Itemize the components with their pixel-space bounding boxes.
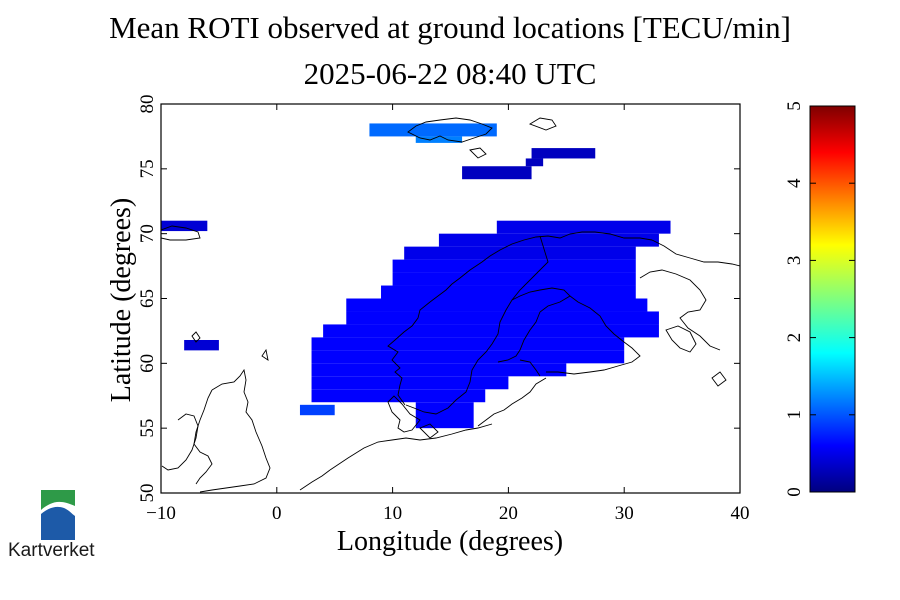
roti-cell-9: [404, 246, 636, 260]
x-axis-label: Longitude (degrees): [337, 526, 563, 557]
roti-cell-10: [392, 259, 636, 273]
roti-cell-6: [184, 339, 219, 351]
x-tick-label: −10: [146, 503, 176, 524]
logo-wordmark: Kartverket: [8, 540, 95, 561]
kartverket-logo-icon: [41, 490, 75, 540]
y-tick-label: 70: [137, 224, 158, 243]
roti-cell-8: [438, 233, 659, 247]
roti-cell-19: [311, 376, 509, 390]
x-axis: −10 0 10 20 30 40: [146, 104, 750, 524]
colorbar-ticks: 0 1 2 3 4 5: [784, 101, 855, 497]
roti-cell-14: [346, 311, 659, 325]
y-axis-label: Latitude (degrees): [106, 198, 137, 402]
roti-cell-21: [299, 404, 335, 416]
colorbar-tick-label: 1: [784, 410, 805, 420]
colorbar-tick-label: 4: [784, 178, 805, 188]
colorbar-tick-label: 2: [784, 333, 805, 343]
colorbar: [809, 105, 856, 493]
x-tick-label: 30: [615, 503, 634, 524]
plot-area: [161, 117, 740, 493]
y-tick-label: 80: [137, 95, 158, 114]
roti-cell-3: [525, 158, 544, 167]
colorbar-tick-label: 0: [784, 487, 805, 497]
y-axis: 50 55 60 65 70 75 80: [137, 95, 740, 503]
roti-cell-18: [311, 363, 567, 377]
x-tick-label: 0: [272, 503, 282, 524]
roti-cell-2: [531, 148, 596, 159]
y-tick-label: 60: [137, 354, 158, 373]
y-tick-label: 50: [137, 484, 158, 503]
y-tick-label: 55: [137, 419, 158, 438]
roti-cell-12: [381, 285, 636, 299]
roti-cell-7: [496, 220, 671, 234]
roti-cell-16: [311, 337, 625, 351]
coastlines: [161, 117, 740, 493]
x-tick-label: 10: [383, 503, 402, 524]
roti-cell-1: [415, 136, 463, 143]
roti-cell-22: [415, 402, 474, 429]
roti-cell-15: [323, 324, 659, 338]
map-title: Mean ROTI observed at ground locations […: [109, 10, 791, 45]
roti-grid-cells: [161, 123, 671, 429]
roti-cell-17: [311, 350, 625, 364]
colorbar-tick-label: 3: [784, 256, 805, 266]
map-subtitle: 2025-06-22 08:40 UTC: [303, 56, 597, 91]
roti-cell-13: [346, 298, 648, 312]
x-tick-label: 40: [731, 503, 750, 524]
roti-cell-4: [462, 166, 532, 180]
y-tick-label: 65: [137, 289, 158, 308]
colorbar-tick-label: 5: [784, 101, 805, 111]
roti-cell-0: [369, 123, 497, 137]
y-tick-label: 75: [137, 159, 158, 178]
x-tick-label: 20: [499, 503, 518, 524]
roti-cell-5: [161, 220, 208, 232]
roti-cell-11: [392, 272, 636, 286]
